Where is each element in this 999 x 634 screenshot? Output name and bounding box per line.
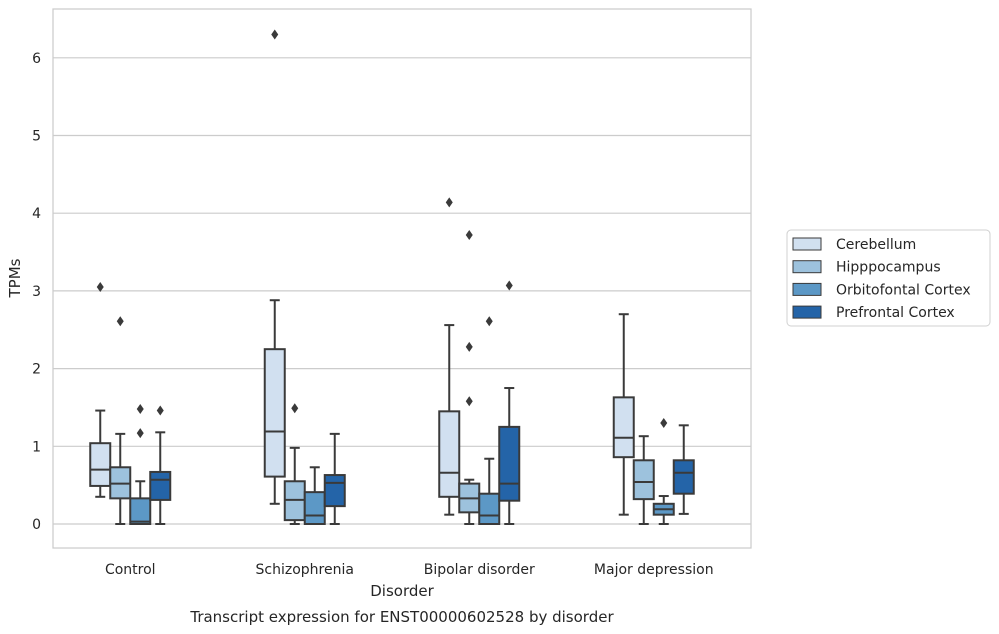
box xyxy=(498,425,521,502)
box-cerebellum xyxy=(612,313,635,516)
box xyxy=(129,497,152,526)
box xyxy=(438,410,461,498)
y-tick-label: 5 xyxy=(32,129,41,145)
box xyxy=(323,474,346,508)
box-prefrontal-cortex xyxy=(498,280,521,525)
box-cerebellum xyxy=(263,29,286,505)
y-tick-label: 4 xyxy=(32,206,41,222)
outlier-point xyxy=(116,316,124,327)
x-tick-label: Bipolar disorder xyxy=(424,562,535,578)
x-tick-label: Major depression xyxy=(594,562,714,578)
box xyxy=(632,459,655,501)
outlier-point xyxy=(445,197,453,208)
x-tick-label: Control xyxy=(105,562,156,578)
box-hipppocampus xyxy=(283,403,306,525)
box-hipppocampus xyxy=(632,435,655,525)
box-orbitofontal-cortex xyxy=(303,466,326,526)
outlier-point xyxy=(465,396,473,407)
legend-swatch xyxy=(792,260,822,274)
legend-label: Hipppocampus xyxy=(836,260,941,276)
outlier-point xyxy=(465,229,473,240)
legend: Cerebellum Hipppocampus Orbitofontal Corte… xyxy=(786,229,991,327)
y-axis-label: TPMs xyxy=(6,258,24,298)
legend-label: Prefrontal Cortex xyxy=(836,305,955,321)
box-cerebellum xyxy=(438,197,461,516)
box-orbitofontal-cortex xyxy=(129,404,152,526)
box xyxy=(303,491,326,526)
outlier-point xyxy=(291,403,299,414)
box xyxy=(478,492,501,525)
outlier-point xyxy=(465,341,473,352)
box-orbitofontal-cortex xyxy=(478,316,501,525)
box xyxy=(672,459,695,495)
x-tick-labels: Control Schizophrenia Bipolar disorder Majo… xyxy=(105,562,714,578)
plot-area xyxy=(52,8,752,549)
box xyxy=(612,396,635,459)
y-tick-label: 6 xyxy=(32,51,41,67)
outlier-point xyxy=(96,282,104,293)
outlier-point xyxy=(505,280,513,291)
outlier-point xyxy=(156,405,164,416)
box xyxy=(263,348,286,478)
box-orbitofontal-cortex xyxy=(652,417,675,525)
outlier-point xyxy=(136,404,144,415)
box-prefrontal-cortex xyxy=(149,405,172,525)
legend-swatch xyxy=(792,305,822,319)
box-hipppocampus xyxy=(458,229,481,525)
legend-frame xyxy=(786,229,991,327)
legend-label: Cerebellum xyxy=(836,237,916,253)
y-tick-labels: 0 1 2 3 4 5 6 xyxy=(32,51,41,533)
gridlines xyxy=(53,57,751,525)
legend-label: Orbitofontal Cortex xyxy=(836,282,971,298)
box-prefrontal-cortex xyxy=(672,424,695,515)
y-tick-label: 3 xyxy=(32,284,41,300)
box-plots xyxy=(89,29,695,526)
legend-swatch xyxy=(792,282,822,296)
x-tick-label: Schizophrenia xyxy=(256,562,354,578)
outlier-point xyxy=(271,29,279,40)
outlier-point xyxy=(485,316,493,327)
box-cerebellum xyxy=(89,282,112,498)
outlier-point xyxy=(660,417,668,428)
box xyxy=(89,442,112,487)
x-axis-label: Disorder xyxy=(370,582,434,600)
box xyxy=(149,470,172,501)
y-tick-label: 1 xyxy=(32,439,41,455)
box-prefrontal-cortex xyxy=(323,432,346,525)
y-tick-label: 2 xyxy=(32,362,41,378)
chart-caption: Transcript expression for ENST0000060252… xyxy=(189,608,614,626)
y-tick-label: 0 xyxy=(32,517,41,533)
outlier-point xyxy=(136,428,144,439)
legend-swatch xyxy=(792,237,822,251)
box-hipppocampus xyxy=(109,316,132,525)
